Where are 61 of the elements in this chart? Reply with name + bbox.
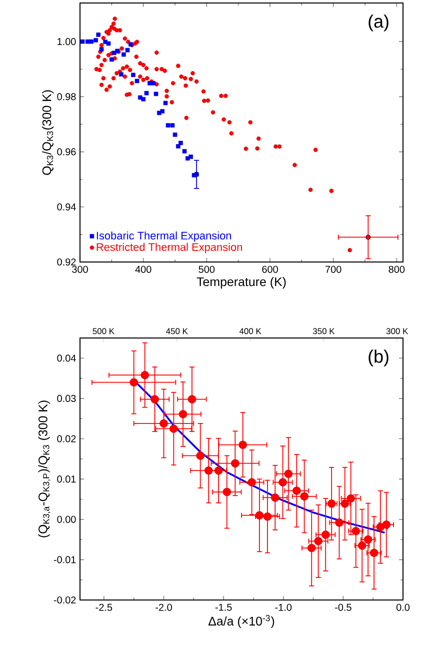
point (122, 52, 126, 57)
point (160, 109, 164, 114)
point (163, 100, 168, 106)
point (119, 72, 124, 77)
point (89, 39, 94, 44)
point (141, 97, 146, 102)
legend-label: Isobaric Thermal Expansion (96, 231, 232, 242)
y-tick-label: 0.02 (57, 435, 76, 442)
x2-tick-label: 400 K (239, 328, 262, 334)
y-tick-label: 1.00 (58, 38, 76, 46)
y-tick-label: -0.01 (54, 556, 76, 564)
x-tick-label: -1.5 (215, 604, 232, 611)
y-tick-label: 0.92 (57, 258, 76, 266)
annotation: (a) (368, 14, 388, 32)
annotation: (b) (368, 350, 388, 366)
y-tick-label: 0.00 (57, 516, 76, 523)
x2-tick-label: 450 K (166, 328, 188, 334)
point (99, 47, 104, 52)
point (131, 72, 136, 78)
point (170, 123, 175, 128)
x-tick-label: 300 (72, 266, 88, 273)
x2-tick-label: 500 K (92, 328, 114, 334)
y-tick-label: 0.03 (57, 394, 76, 402)
y-tick-label: 0.94 (57, 203, 76, 210)
x-axis-title: Temperature (K) (196, 277, 286, 289)
x-tick-label: 800 (388, 266, 405, 273)
point (172, 132, 178, 137)
point (176, 144, 180, 148)
x-tick-label: -2.5 (96, 604, 112, 611)
x-axis-title: Δa/a (×10$^{-3}$) (208, 615, 274, 628)
x-tick-label: 600 (262, 266, 278, 273)
x-tick-label: 700 (326, 266, 342, 273)
y-tick-label: 0.98 (57, 93, 76, 100)
point (94, 38, 98, 42)
x-tick-label: 500 (198, 266, 215, 273)
y-tick-label: -0.02 (54, 596, 76, 604)
y-tick-label: 0.96 (57, 148, 76, 156)
point (106, 41, 111, 46)
point (166, 123, 170, 128)
point (178, 140, 183, 146)
legend-label: Restricted Thermal Expansion (96, 242, 242, 254)
point (96, 32, 101, 37)
point (125, 48, 130, 52)
x2-tick-label: 300 K (386, 328, 408, 334)
x2-tick-label: 350 K (312, 328, 335, 334)
point (154, 92, 158, 96)
x-tick-label: -2.0 (156, 604, 172, 611)
y-tick-label: 0.01 (57, 476, 76, 483)
point (144, 90, 149, 96)
point (182, 149, 187, 154)
x-tick-label: 0.0 (396, 604, 410, 611)
y-tick-label: 0.04 (57, 354, 76, 362)
point (134, 78, 140, 84)
point (188, 154, 193, 159)
y-axis-title: (Q$_{K3,a}$-Q$_{K3,P}$)/Q$_{K3}$ (300 K) (38, 400, 50, 538)
y-axis-title: Q$_{K3}$/Q$_{K3}$(300 K) (42, 90, 54, 175)
point (110, 57, 114, 62)
x-tick-label: -0.5 (335, 604, 352, 611)
point (80, 39, 85, 44)
x-tick-label: 400 (135, 266, 152, 273)
x-tick-label: -1.0 (275, 604, 292, 611)
